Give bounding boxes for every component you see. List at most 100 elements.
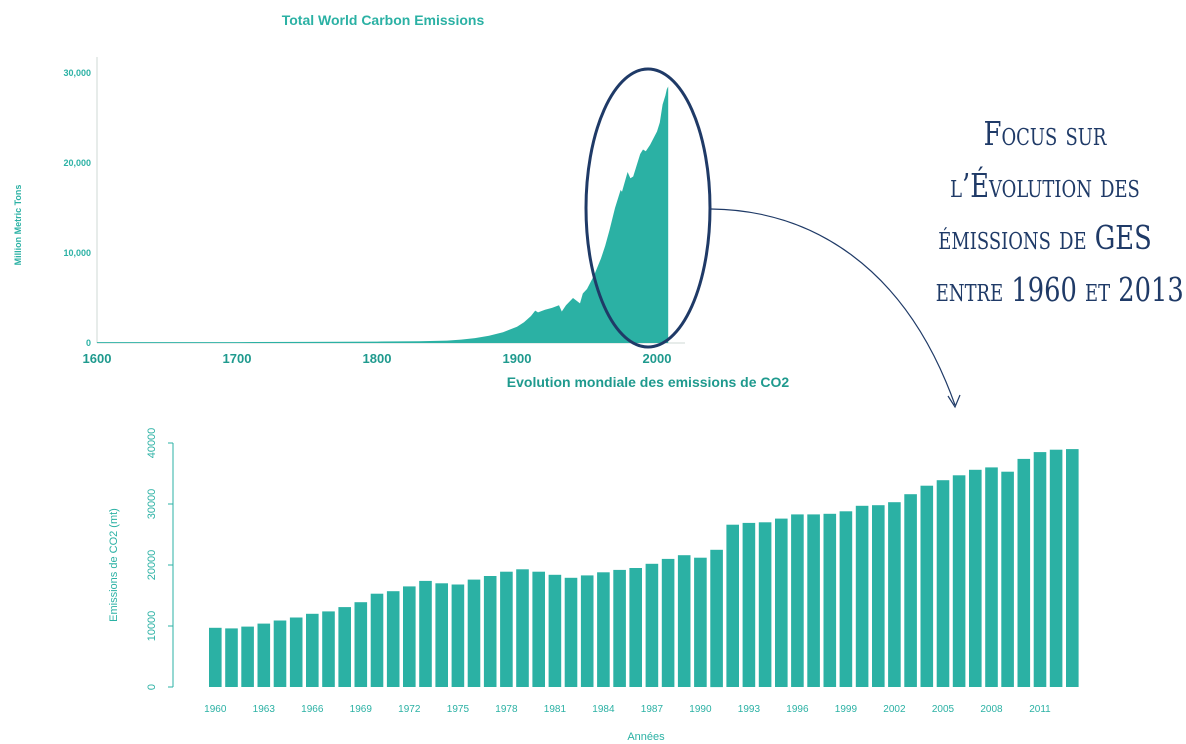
x-tick-label: 1990	[689, 704, 712, 715]
bar-chart-ylabel: Emissions de CO2 (mt)	[108, 508, 120, 622]
bar-1986	[629, 568, 642, 687]
bar-1979	[516, 569, 529, 687]
x-tick-label: 2005	[932, 704, 955, 715]
bar-1985	[613, 569, 626, 687]
annotation-line: l’Évolution des	[950, 166, 1140, 205]
bar-1978	[500, 571, 513, 687]
bar-2008	[985, 467, 998, 687]
bar-1995	[775, 518, 788, 687]
y-tick-label: 10000	[146, 611, 158, 642]
x-tick-label: 1800	[363, 351, 392, 366]
x-tick-label: 1972	[398, 704, 421, 715]
x-tick-label: 2002	[883, 704, 906, 715]
bar-1975	[451, 584, 465, 687]
x-tick-label: 1960	[204, 704, 227, 715]
bar-1963	[257, 623, 271, 687]
bar-1992	[726, 524, 739, 687]
bar-1990	[694, 557, 707, 687]
x-tick-label: 1600	[83, 351, 112, 366]
x-tick-label: 1978	[495, 704, 518, 715]
x-tick-label: 2000	[643, 351, 672, 366]
focus-annotation: Focus sur l’Évolution des émissions de G…	[935, 108, 1184, 316]
x-tick-label: 1981	[544, 704, 567, 715]
y-tick-label: 30,000	[63, 68, 91, 78]
x-tick-label: 1969	[350, 704, 373, 715]
arrow-head-icon	[947, 394, 961, 409]
x-tick-label: 1700	[223, 351, 252, 366]
x-tick-label: 1963	[253, 704, 276, 715]
bar-1971	[386, 591, 400, 687]
bar-1984	[597, 572, 610, 687]
bar-2010	[1017, 458, 1031, 687]
bar-1994	[758, 522, 772, 687]
x-tick-label: 1900	[503, 351, 532, 366]
pointer-arrow	[710, 208, 956, 406]
bar-chart-xlabel: Années	[627, 731, 665, 743]
y-tick-label: 10,000	[63, 248, 91, 258]
bar-1982	[564, 577, 578, 687]
top-chart-ylabel: Million Metric Tons	[13, 185, 23, 266]
bar-1988	[661, 558, 675, 687]
top-chart-subtitle: Evolution mondiale des emissions de CO2	[507, 374, 790, 390]
x-tick-label: 1996	[786, 704, 809, 715]
y-tick-label: 0	[86, 338, 91, 348]
bar-1999	[839, 511, 853, 687]
bar-1993	[742, 522, 756, 687]
bar-2011	[1033, 452, 1047, 687]
bar-2004	[920, 485, 934, 687]
bar-1998	[823, 513, 837, 687]
bar-2006	[952, 475, 966, 687]
bar-2012	[1049, 449, 1063, 687]
bar-2013	[1066, 449, 1079, 687]
bar-1964	[273, 620, 287, 687]
bar-chart-y-ticks: 0 10000 20000 30000 40000	[146, 428, 173, 690]
x-tick-label: 1987	[641, 704, 664, 715]
bar-1973	[419, 580, 432, 687]
x-tick-label: 2008	[980, 704, 1003, 715]
bar-1974	[435, 583, 448, 687]
bar-1970	[370, 593, 384, 687]
bar-2002	[888, 502, 901, 687]
bar-2003	[904, 494, 917, 687]
bar-1961	[225, 628, 238, 687]
top-chart-x-ticks: 1600 1700 1800 1900 2000	[83, 351, 672, 366]
bar-1997	[807, 514, 820, 687]
bar-2005	[936, 480, 950, 687]
bar-1991	[710, 549, 723, 688]
bar-1980	[532, 571, 545, 687]
bar-2009	[1001, 471, 1014, 687]
bar-1962	[241, 626, 254, 687]
annotation-line: émissions de GES	[938, 218, 1152, 257]
co2-bar-chart: 0 10000 20000 30000 40000 1960 1963 1966 1969 19…	[108, 428, 1079, 743]
x-tick-label: 1966	[301, 704, 324, 715]
bar-1987	[645, 563, 659, 687]
bar-1965	[289, 617, 303, 687]
y-tick-label: 30000	[146, 489, 158, 520]
bar-1996	[791, 514, 804, 687]
emissions-area-series	[97, 86, 669, 343]
y-tick-label: 20000	[146, 550, 158, 581]
x-tick-label: 1993	[738, 704, 761, 715]
bar-2007	[969, 469, 982, 687]
x-tick-label: 1984	[592, 704, 615, 715]
world-emissions-chart: Total World Carbon Emissions Million Met…	[13, 12, 789, 390]
bar-1989	[677, 555, 691, 687]
bar-1969	[354, 602, 368, 687]
bar-chart-x-ticks: 1960 1963 1966 1969 1972 1975 1978 1981 1984 1987…	[204, 704, 1051, 715]
bar-1960	[209, 627, 222, 687]
bar-1966	[306, 613, 319, 687]
bar-1981	[548, 574, 562, 687]
bar-1977	[483, 576, 497, 687]
y-tick-label: 40000	[146, 428, 158, 459]
top-chart-title: Total World Carbon Emissions	[282, 12, 485, 28]
annotation-line: entre 1960 et 2013	[935, 270, 1184, 309]
y-tick-label: 0	[146, 684, 158, 690]
bar-2001	[872, 505, 885, 687]
bar-1967	[322, 611, 335, 687]
highlight-ellipse	[584, 67, 712, 349]
x-tick-label: 1999	[835, 704, 858, 715]
x-tick-label: 2011	[1029, 704, 1051, 715]
bar-1968	[338, 607, 351, 687]
bar-series	[209, 449, 1079, 688]
